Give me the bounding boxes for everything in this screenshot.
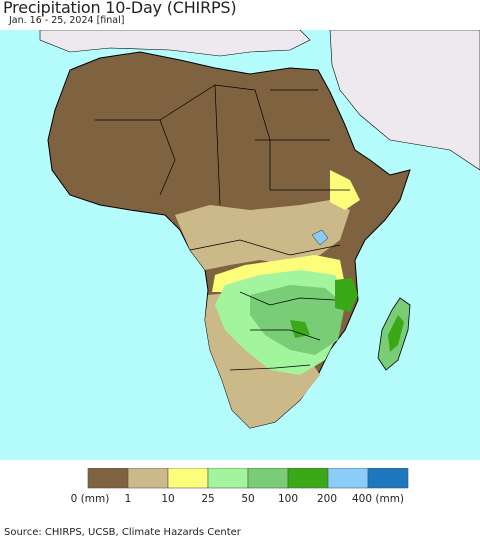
legend-swatch (247, 468, 289, 489)
madagascar-wet-core (388, 315, 404, 352)
legend-label-6: 200 (317, 493, 337, 505)
map-subtitle: Jan. 16 - 25, 2024 [final] (9, 15, 125, 26)
legend-swatch (327, 468, 369, 489)
legend-label-0: 0 (mm) (71, 493, 110, 505)
europe-landmass (39, 30, 311, 57)
legend-swatch (167, 468, 209, 489)
legend-swatch (207, 468, 249, 489)
legend-swatch (127, 468, 169, 489)
legend-swatch (87, 468, 129, 489)
zone-1-10mm-sahel (175, 200, 350, 270)
lake-victoria (311, 229, 329, 246)
zone-100-200mm-tanzania (335, 278, 358, 312)
country-borders (95, 84, 350, 371)
legend-label-4: 50 (241, 493, 254, 505)
source-credit: Source: CHIRPS, UCSB, Climate Hazards Ce… (4, 527, 241, 538)
legend-swatch (287, 468, 329, 489)
legend-label-1: 1 (125, 493, 132, 505)
legend-swatch (367, 468, 409, 489)
legend-label-5: 100 (278, 493, 298, 505)
zone-100-200mm-zambia (290, 320, 310, 338)
legend-label-3: 25 (201, 493, 214, 505)
map-title: Precipitation 10-Day (CHIRPS) (3, 0, 237, 17)
middle-east-landmass (329, 30, 480, 171)
legend-label-2: 10 (161, 493, 174, 505)
legend-swatches (87, 468, 409, 489)
precipitation-map (0, 30, 480, 460)
color-legend: 0 (mm) 1 10 25 50 100 200 400 (mm) (71, 468, 409, 505)
zone-50-100mm (250, 285, 345, 355)
legend-label-7: 400 (mm) (352, 493, 404, 505)
